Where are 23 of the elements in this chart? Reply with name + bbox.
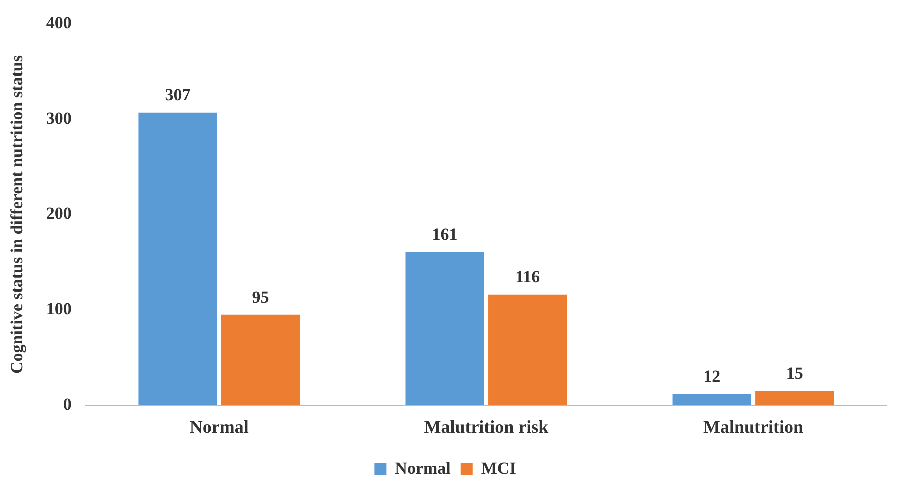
- y-tick-label: 0: [63, 394, 72, 414]
- x-tick-label: Normal: [190, 416, 249, 437]
- data-label: 307: [165, 86, 192, 105]
- legend-label: MCI: [481, 458, 517, 478]
- bar: [406, 252, 484, 406]
- data-label: 116: [516, 268, 540, 287]
- y-tick-label: 200: [46, 204, 72, 224]
- data-label: 15: [786, 364, 804, 383]
- bar: [221, 314, 300, 406]
- y-tick-label: 300: [46, 108, 72, 128]
- data-label: 161: [432, 224, 458, 244]
- x-tick-label: Malutrition risk: [424, 416, 549, 437]
- data-label: 12: [704, 366, 721, 386]
- y-tick-label: 100: [46, 299, 72, 318]
- y-axis-title: Cognitive status in different nutrition status: [8, 55, 27, 374]
- y-tick-label: 400: [46, 14, 72, 33]
- data-label: 95: [252, 288, 270, 307]
- x-tick-label: Malnutrition: [703, 416, 804, 437]
- bar: [756, 391, 834, 406]
- legend-label: Normal: [395, 458, 452, 478]
- bar: [488, 294, 568, 406]
- bar: [672, 394, 752, 406]
- bar: [138, 112, 218, 406]
